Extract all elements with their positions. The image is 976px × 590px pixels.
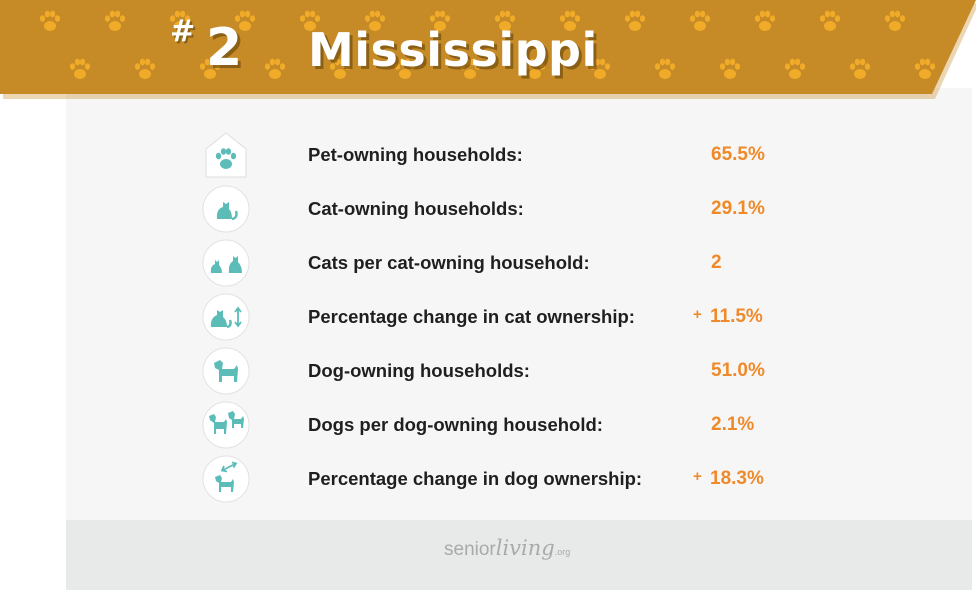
stat-value: 18.3% [710, 468, 764, 489]
stat-value: 2 [711, 252, 722, 273]
two-cats-icon [202, 239, 250, 287]
stat-value: 11.5% [710, 306, 763, 327]
stat-sign: + [693, 468, 702, 485]
stat-label: Cat-owning households: [308, 198, 524, 219]
stat-value: 2.1% [711, 414, 755, 435]
logo-text-living: living [495, 536, 555, 560]
dog-change-icon [202, 455, 250, 503]
stat-row-pet-owning: Pet-owning households: 65.5% [0, 128, 976, 182]
stat-value: 29.1% [711, 198, 765, 219]
stat-value: 65.5% [711, 144, 765, 165]
stat-row-cat-change: Percentage change in cat ownership: + 11… [0, 290, 976, 344]
title-banner [0, 0, 976, 99]
logo-text-org: .org [554, 547, 571, 557]
stat-label: Dogs per dog-owning household: [308, 414, 603, 435]
stat-sign: + [693, 306, 702, 323]
seniorliving-logo[interactable]: seniorliving.org [444, 536, 570, 561]
stat-label: Dog-owning households: [308, 360, 530, 381]
stat-label: Percentage change in cat ownership: [308, 306, 635, 327]
stat-row-dog-change: Percentage change in dog ownership: + 18… [0, 452, 976, 506]
cat-change-icon [202, 293, 250, 341]
rank-number: 2 [206, 18, 243, 78]
stat-label: Pet-owning households: [308, 144, 523, 165]
stat-value: 51.0% [711, 360, 765, 381]
two-dogs-icon [202, 401, 250, 449]
rank-hash: # [170, 14, 196, 49]
logo-text-senior: senior [444, 539, 496, 560]
stat-row-dogs-per-household: Dogs per dog-owning household: 2.1% [0, 398, 976, 452]
stat-label: Percentage change in dog ownership: [308, 468, 643, 489]
stat-row-cats-per-household: Cats per cat-owning household: 2 [0, 236, 976, 290]
house-paw-icon [205, 132, 247, 178]
stat-row-cat-owning: Cat-owning households: 29.1% [0, 182, 976, 236]
cat-icon [202, 185, 250, 233]
stat-label: Cats per cat-owning household: [308, 252, 590, 273]
footer-bar [66, 520, 972, 590]
state-title: Mississippi [308, 23, 598, 77]
stat-row-dog-owning: Dog-owning households: 51.0% [0, 344, 976, 398]
dog-icon [202, 347, 250, 395]
